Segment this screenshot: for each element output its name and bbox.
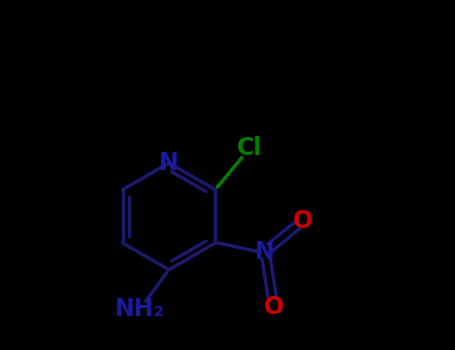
Text: N: N bbox=[255, 240, 275, 264]
Text: NH₂: NH₂ bbox=[115, 298, 165, 321]
Text: Cl: Cl bbox=[237, 136, 263, 160]
Text: O: O bbox=[293, 209, 313, 233]
Text: O: O bbox=[264, 295, 284, 319]
Text: N: N bbox=[159, 151, 179, 175]
